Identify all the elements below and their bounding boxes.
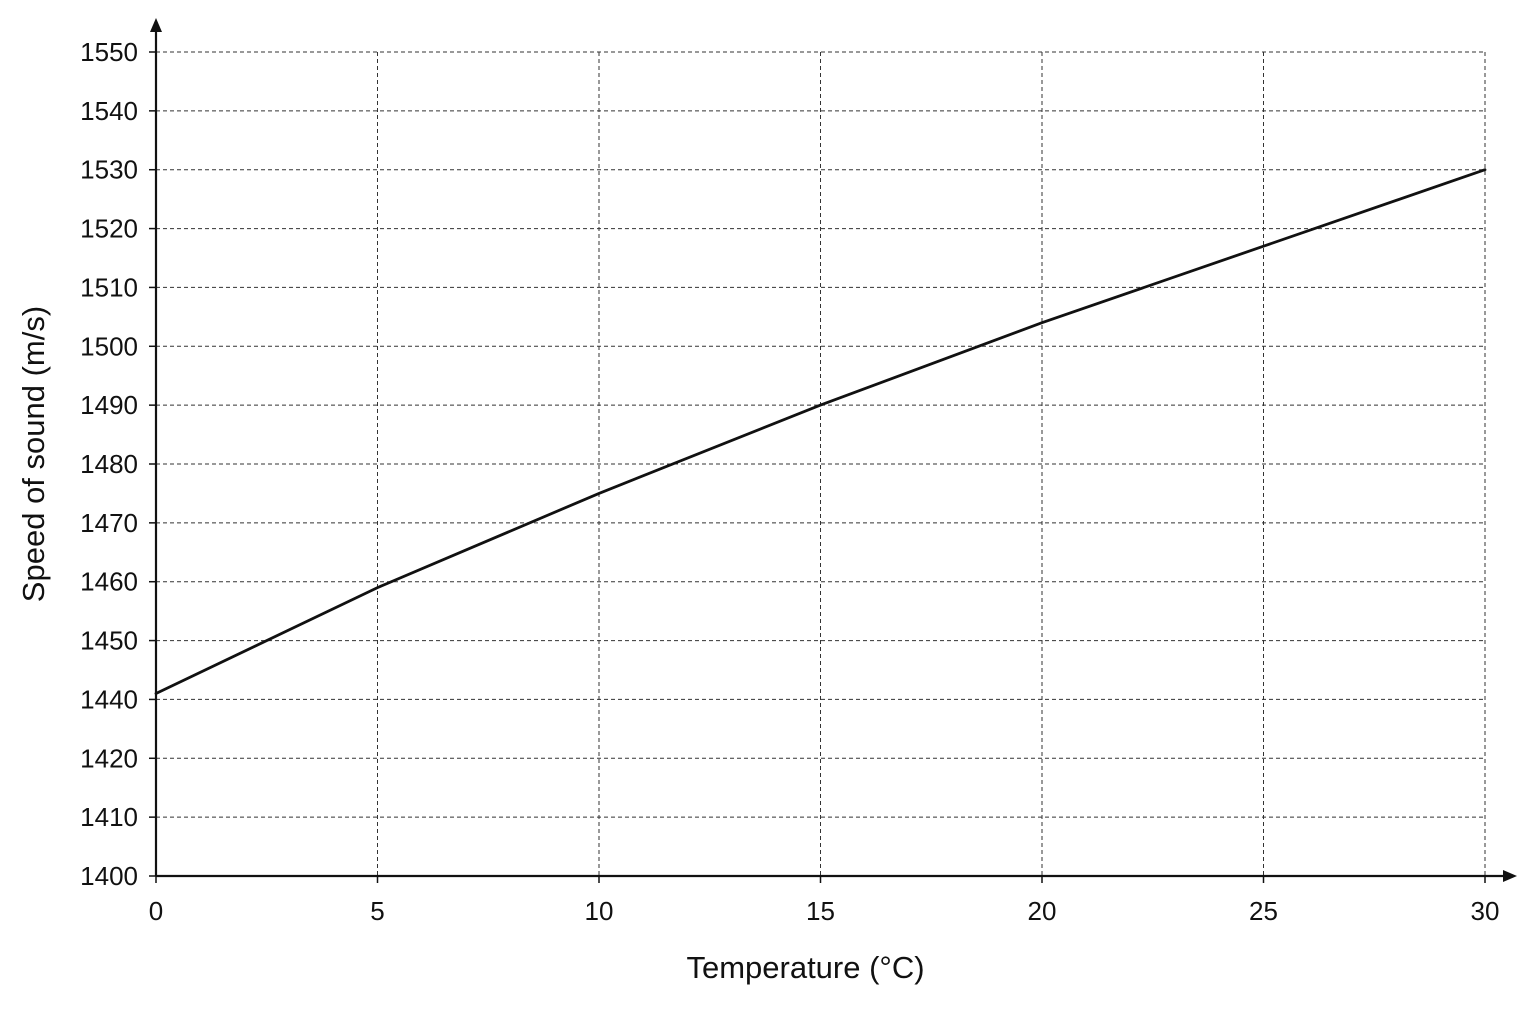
x-tick-label: 20 [1028,896,1057,926]
y-axis-arrow-icon [150,18,162,32]
series-line [154,168,1487,695]
y-tick-label: 1520 [80,214,138,244]
y-tick-label: 1490 [80,390,138,420]
y-tick-label: 1530 [80,155,138,185]
x-axis-title: Temperature (°C) [686,950,924,985]
grid [156,51,1486,876]
y-tick-label: 1460 [80,567,138,597]
x-tick-label: 30 [1471,896,1500,926]
x-tick-label: 10 [585,896,614,926]
y-tick-label: 1470 [80,508,138,538]
y-tick-label: 1540 [80,96,138,126]
y-ticks: 1400 1410 1420 1440 1450 1460 1470 1480 1490 1500… [80,37,156,891]
x-tick-label: 0 [149,896,163,926]
y-tick-label: 1400 [80,861,138,891]
x-axis-arrow-icon [1503,870,1517,882]
y-tick-label: 1550 [80,37,138,67]
axes [150,18,1517,882]
x-tick-label: 25 [1249,896,1278,926]
y-tick-label: 1420 [80,743,138,773]
y-tick-label: 1410 [80,802,138,832]
x-tick-label: 5 [370,896,384,926]
y-tick-label: 1480 [80,449,138,479]
y-tick-label: 1510 [80,272,138,302]
y-tick-label: 1440 [80,684,138,714]
series [154,168,1487,695]
y-axis-title: Speed of sound (m/s) [16,306,51,602]
x-tick-label: 15 [806,896,835,926]
x-ticks: 0 5 10 15 20 25 30 [149,876,1500,926]
y-tick-label: 1500 [80,331,138,361]
y-tick-label: 1450 [80,626,138,656]
